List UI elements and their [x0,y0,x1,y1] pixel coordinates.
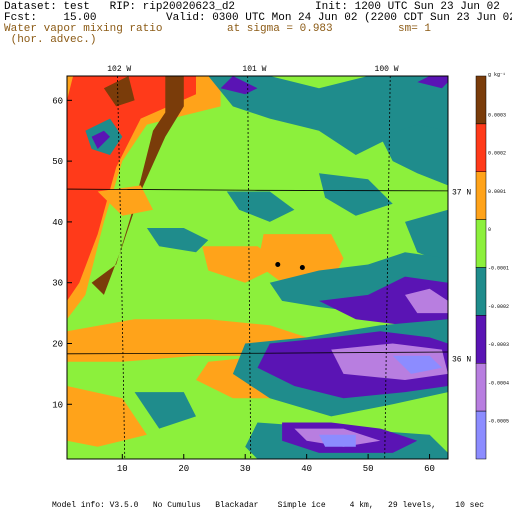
colorbar-swatch-lavender [475,363,487,412]
contour-region-blue-32 [319,434,356,447]
latitude-label-2: 36 N [452,356,471,365]
contour-region-blue-31 [392,355,442,374]
colorbar-swatch-brown [475,75,487,125]
sigma-level-label: at sigma = 0.983 [227,23,333,35]
colorbar-label-6: -0.0002 [488,304,509,310]
colorbar-label-8: -0.0004 [488,380,509,386]
longitude-label-1: 102 W [107,65,131,74]
y-tick-label-10: 10 [52,400,63,410]
contour-region-lavender-20 [405,288,448,314]
station-dot-1 [275,261,281,267]
contour-region-teal-11 [146,228,209,253]
meridian-line-2 [247,76,252,459]
colorbar-swatch-purple [475,315,487,364]
contour-region-teal-13 [319,173,393,216]
colorbar-label-9: -0.0005 [488,419,509,425]
contour-region-purple-10 [417,76,448,89]
forecast-hour-label: Fcst: 15.00 [4,12,97,24]
field-subtitle-label: (hor. advec.) [4,34,97,46]
contour-region-teal-14 [405,209,448,265]
plot-frame [66,75,449,460]
contour-region-purple-9 [220,76,258,95]
contour-region-purple-19 [319,276,448,326]
colorbar-label-4: 0 [488,227,491,233]
contour-region-teal-8 [380,124,448,186]
map-lines [67,76,448,459]
colorbar: g kg⁻¹ 0.0003 0.0002 0.0001 0 -0.0001 -0.0002 -… [475,72,509,460]
station-markers [275,261,305,270]
colorbar-label-5: -0.0001 [488,266,509,272]
y-tick-label-50: 50 [52,157,63,167]
colorbar-label-7: -0.0003 [488,342,509,348]
longitude-label-3: 100 W [375,65,399,74]
field-name-label: Water vapor mixing ratio [4,23,163,35]
colorbar-swatch-orange [475,171,487,220]
y-tick-label-20: 20 [52,339,63,349]
contour-region-teal-12 [226,191,295,222]
meridian-line-3 [384,76,391,459]
x-tick-label-60: 60 [424,464,435,474]
x-tick-label-30: 30 [240,464,251,474]
colorbar-unit: g kg⁻¹ [488,72,506,78]
x-tick-label-50: 50 [363,464,374,474]
contour-region-purple-6 [91,130,110,149]
contour-region-teal-24 [134,392,196,429]
colorbar-swatch-teal [475,267,487,316]
init-time-label: Init: 1200 UTC Sun 23 Jun 02 [315,1,500,13]
dataset-label: Dataset: test RIP: rip20020623_d2 [4,1,236,13]
smoothing-label: sm= 1 [398,23,432,35]
x-tick-label-10: 10 [117,464,128,474]
parallel-line-2 [67,351,448,355]
colorbar-label-1: 0.0003 [488,112,506,118]
valid-time-label: Valid: 0300 UTC Mon 24 Jun 02 (2200 CDT … [166,12,512,24]
contour-region-brown-3 [91,76,184,295]
meridian-line-1 [116,76,126,459]
contour-region-orange-17 [97,185,153,216]
x-tick-label-20: 20 [178,464,189,474]
station-dot-2 [299,265,305,270]
parallel-line-1 [67,188,448,192]
model-info-footer: Model info: V3.5.0 No Cumulus Blackadar … [52,501,485,510]
y-tick-label-30: 30 [52,279,63,289]
latitude-labels: 37 N 36 N [452,189,471,365]
contour-region-orange-23 [67,386,147,447]
colorbar-swatch-green [475,219,487,268]
y-tick-label-60: 60 [52,96,63,106]
contour-region-brown-4 [103,76,135,107]
latitude-label-1: 37 N [452,189,471,198]
colorbar-label-2: 0.0002 [488,151,506,157]
colorbar-label-3: 0.0001 [488,189,506,195]
x-tick-label-40: 40 [301,464,312,474]
colorbar-swatch-blue [475,410,487,460]
colorbar-swatch-red [475,123,487,172]
longitude-labels: 102 W 101 W 100 W [107,65,399,74]
longitude-label-2: 101 W [242,65,266,74]
y-tick-label-40: 40 [52,218,63,228]
axes: 10 20 30 40 50 60 10 20 30 40 50 60 [52,96,435,474]
field-contours [67,76,448,459]
